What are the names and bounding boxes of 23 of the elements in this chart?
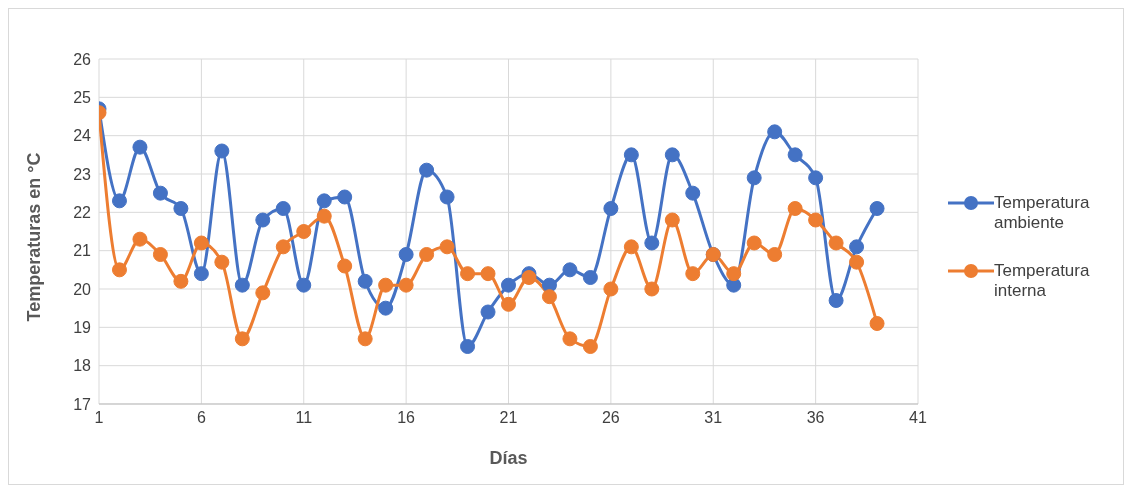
x-tick-label: 16	[397, 409, 416, 427]
x-tick-label: 11	[295, 409, 313, 427]
y-tick-label: 24	[73, 127, 92, 145]
y-axis-title: Temperaturas en °C	[24, 152, 45, 322]
y-tick-label: 23	[73, 165, 92, 183]
y-tick-label: 17	[73, 395, 92, 413]
y-tick-label: 21	[73, 242, 92, 260]
y-tick-label: 22	[73, 204, 92, 222]
x-tick-label: 36	[806, 409, 825, 427]
legend-label: Temperatura interna	[994, 260, 1091, 301]
x-axis-title: Días	[489, 448, 528, 468]
y-tick-label: 19	[73, 319, 92, 337]
x-tick-label: 26	[601, 409, 620, 427]
y-tick-label: 18	[73, 357, 92, 375]
x-tick-label: 41	[909, 409, 927, 427]
y-tick-label: 20	[73, 280, 92, 298]
x-tick-label: 1	[94, 409, 104, 427]
legend-label: Temperatura ambiente	[994, 192, 1091, 233]
y-tick-label: 26	[73, 50, 92, 68]
x-tick-label: 6	[196, 409, 206, 427]
x-tick-label: 31	[704, 409, 723, 427]
y-tick-label: 25	[73, 89, 92, 107]
x-tick-label: 21	[499, 409, 518, 427]
